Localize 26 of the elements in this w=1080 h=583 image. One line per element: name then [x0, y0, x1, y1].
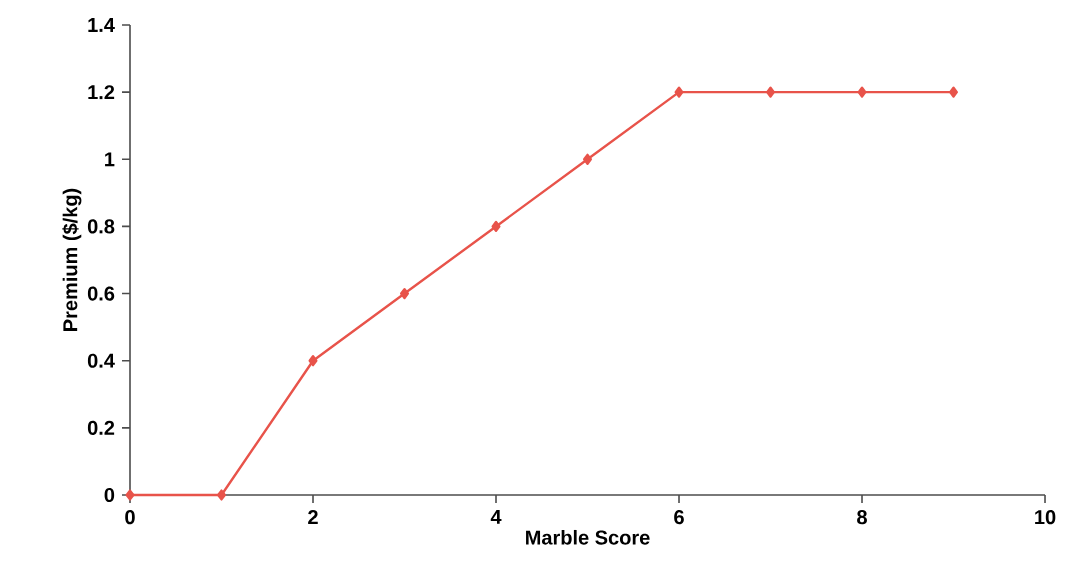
x-tick-label: 6 — [674, 510, 684, 525]
point — [217, 489, 226, 501]
point — [125, 489, 135, 501]
point — [857, 86, 867, 98]
point — [766, 86, 776, 98]
y-tick-label: 1.4 — [88, 18, 115, 32]
point — [949, 86, 959, 98]
x-tick-label: 8 — [857, 510, 867, 525]
y-tick-label: 0.8 — [87, 219, 115, 234]
x-axis-title: Marble Score — [526, 529, 650, 545]
x-tick-label: 4 — [490, 510, 502, 524]
y-tick-label: 0.2 — [87, 420, 115, 435]
point — [400, 287, 410, 300]
point — [491, 220, 501, 233]
point — [583, 153, 593, 165]
point — [308, 355, 318, 367]
y-tick-label: 1.2 — [88, 85, 115, 100]
y-tick-label: 1 — [105, 152, 115, 167]
y-axis-title: Premium ($/kg) — [62, 188, 82, 331]
x-tick-label: 2 — [308, 510, 318, 525]
x-tick-label: 10 — [1035, 510, 1056, 525]
y-tick-label: 0.6 — [87, 286, 115, 301]
point — [674, 86, 684, 98]
y-tick-label: 0 — [104, 487, 115, 503]
x-tick-label: 0 — [125, 510, 135, 525]
y-tick-label: 0.4 — [87, 353, 115, 368]
